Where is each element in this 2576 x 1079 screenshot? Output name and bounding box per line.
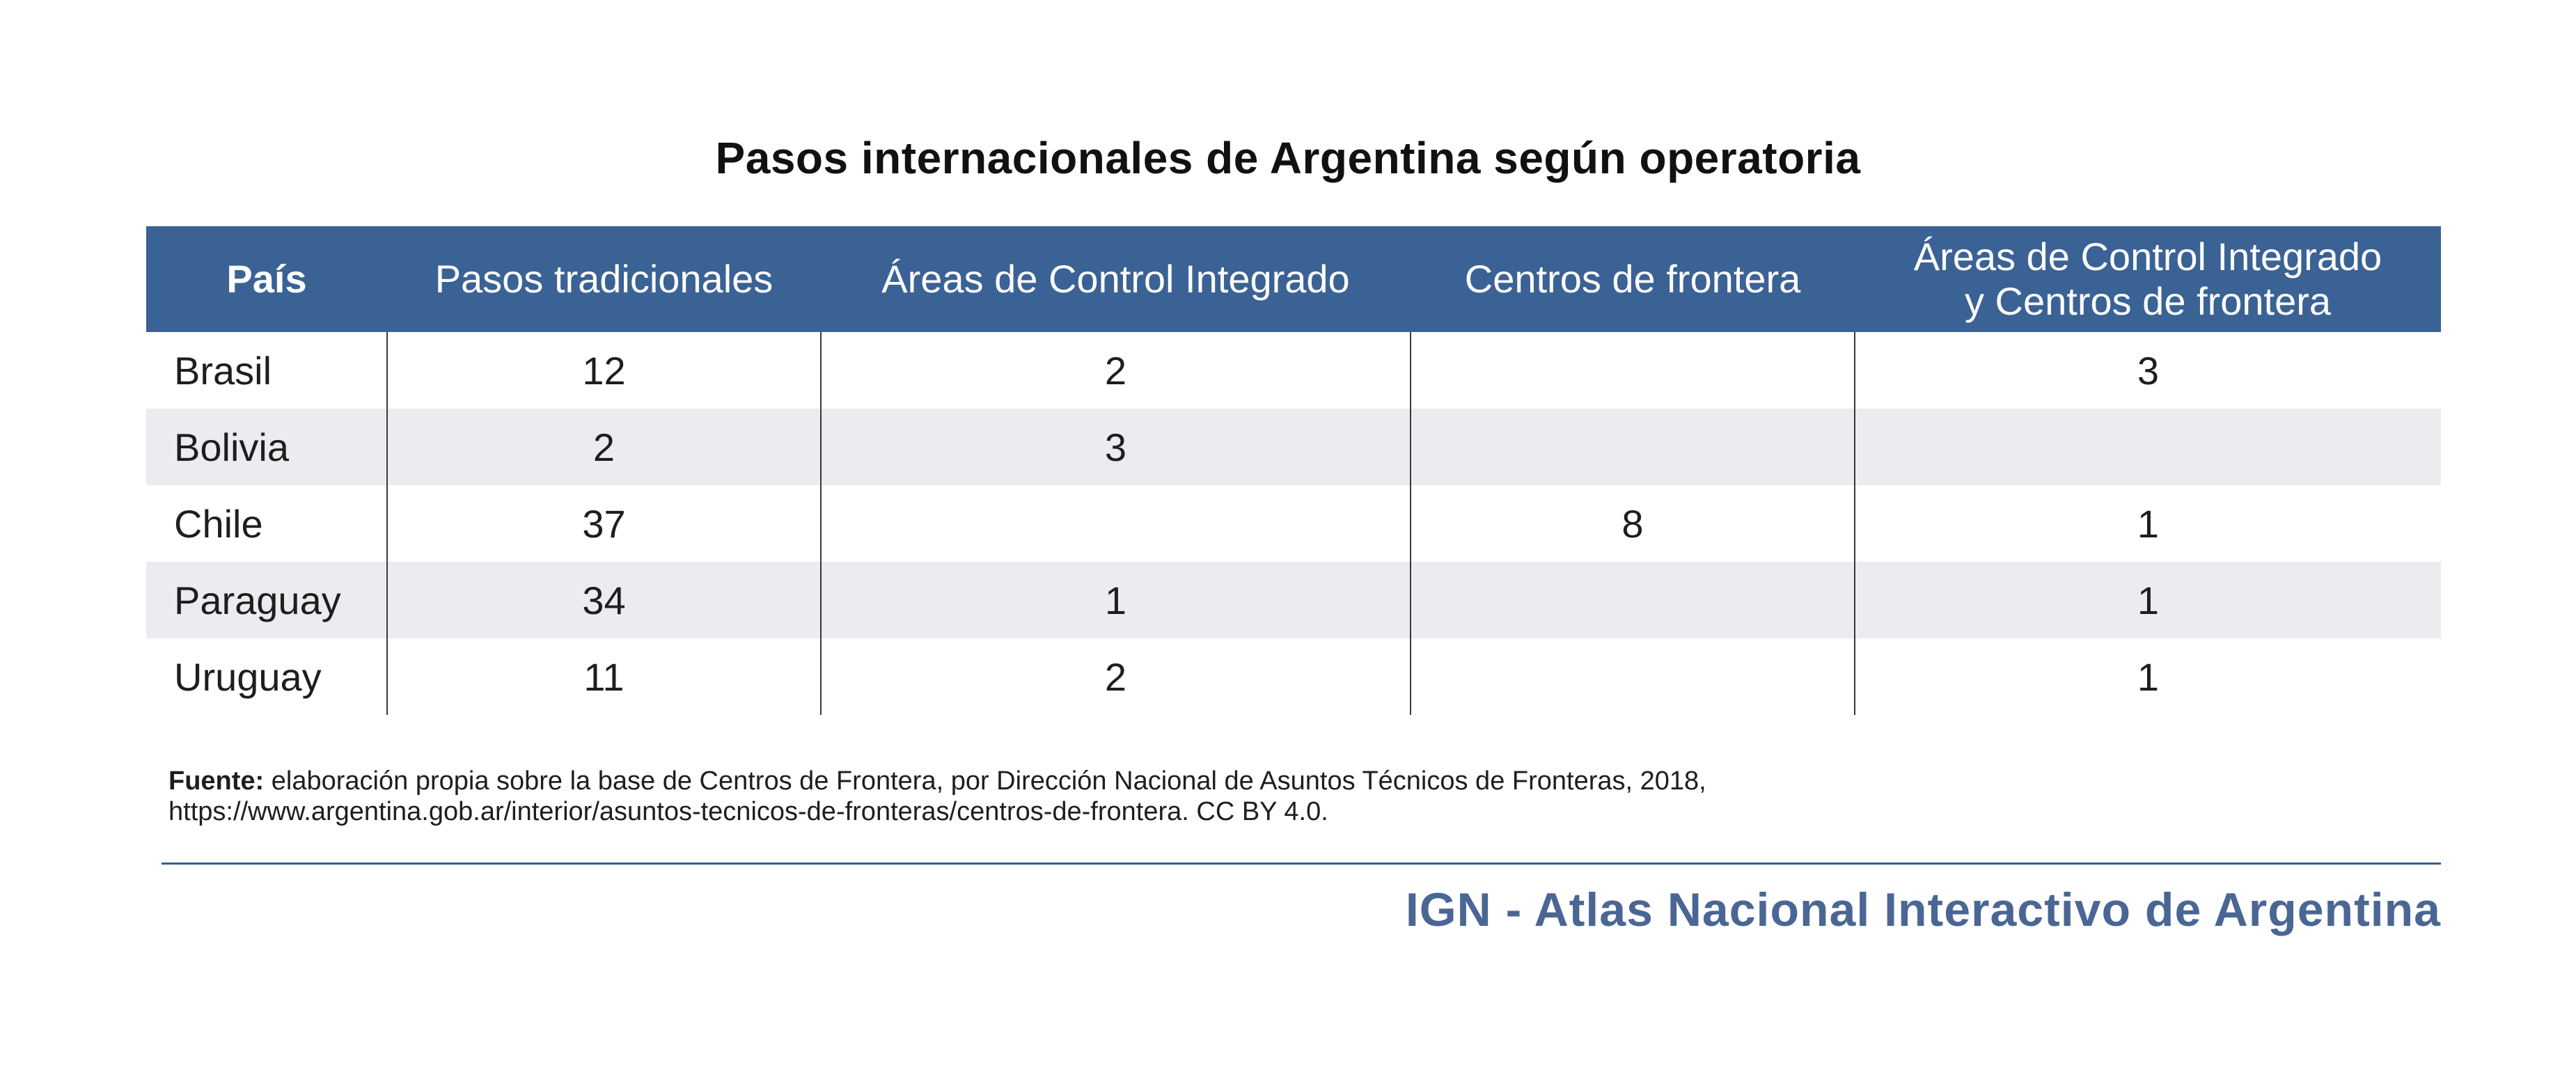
header-aci-y-centros: Áreas de Control Integrado y Centros de … bbox=[1855, 226, 2441, 332]
cell-pasos: 34 bbox=[387, 562, 822, 638]
header-areas-control-integrado: Áreas de Control Integrado bbox=[821, 226, 1411, 332]
cell-country: Bolivia bbox=[146, 409, 388, 485]
cell-aci-cf: 1 bbox=[1855, 562, 2441, 638]
cell-country: Brasil bbox=[146, 332, 388, 409]
cell-aci bbox=[821, 485, 1411, 562]
chart-title: Pasos internacionales de Argentina según… bbox=[715, 133, 1861, 183]
brand-footer: IGN - Atlas Nacional Interactivo de Arge… bbox=[1405, 883, 2441, 936]
source-note: Fuente: elaboración propia sobre la base… bbox=[168, 766, 2396, 827]
cell-cf: 8 bbox=[1411, 485, 1855, 562]
cell-country: Chile bbox=[146, 485, 388, 562]
header-row: País Pasos tradicionales Áreas de Contro… bbox=[146, 226, 2441, 332]
source-label: Fuente: bbox=[168, 766, 265, 796]
cell-aci-cf bbox=[1855, 409, 2441, 485]
cell-aci: 3 bbox=[821, 409, 1411, 485]
cell-pasos: 12 bbox=[387, 332, 822, 409]
header-pais: País bbox=[146, 226, 387, 332]
header-centros-frontera: Centros de frontera bbox=[1411, 226, 1855, 332]
header-aci-y-centros-line1: Áreas de Control Integrado bbox=[1913, 234, 2382, 278]
header-pasos-tradicionales: Pasos tradicionales bbox=[387, 226, 821, 332]
cell-aci-cf: 1 bbox=[2137, 654, 2160, 699]
cell-pasos: 37 bbox=[387, 485, 822, 562]
cell-cf bbox=[1411, 409, 1855, 485]
table-row: Paraguay 34 1 1 bbox=[146, 562, 2441, 638]
cell-cf bbox=[1411, 638, 1855, 715]
cell-pasos: 2 bbox=[387, 409, 822, 485]
cell-country: Paraguay bbox=[146, 562, 388, 638]
cell-aci-cf: 3 bbox=[2137, 348, 2160, 393]
cell-country: Uruguay bbox=[146, 638, 388, 715]
cell-cf bbox=[1411, 332, 1855, 409]
table-row: Bolivia 2 3 bbox=[146, 409, 2441, 485]
divider bbox=[162, 863, 2441, 865]
cell-aci: 2 bbox=[821, 638, 1411, 715]
source-text-line1: elaboración propia sobre la base de Cent… bbox=[271, 766, 1706, 796]
table-row: Brasil 12 2 3 bbox=[146, 332, 2441, 409]
operatoria-table: País Pasos tradicionales Áreas de Contro… bbox=[146, 226, 2441, 715]
cell-pasos: 11 bbox=[387, 638, 822, 715]
table-row: Uruguay 11 2 1 bbox=[146, 638, 2441, 715]
source-text-line2: https://www.argentina.gob.ar/interior/as… bbox=[168, 797, 1328, 826]
cell-aci: 2 bbox=[821, 332, 1411, 409]
table-row: Chile 37 8 1 bbox=[146, 485, 2441, 562]
cell-aci-cf: 1 bbox=[2137, 501, 2160, 546]
cell-cf bbox=[1411, 562, 1855, 638]
cell-aci: 1 bbox=[821, 562, 1411, 638]
header-aci-y-centros-line2: y Centros de frontera bbox=[1964, 279, 2332, 323]
